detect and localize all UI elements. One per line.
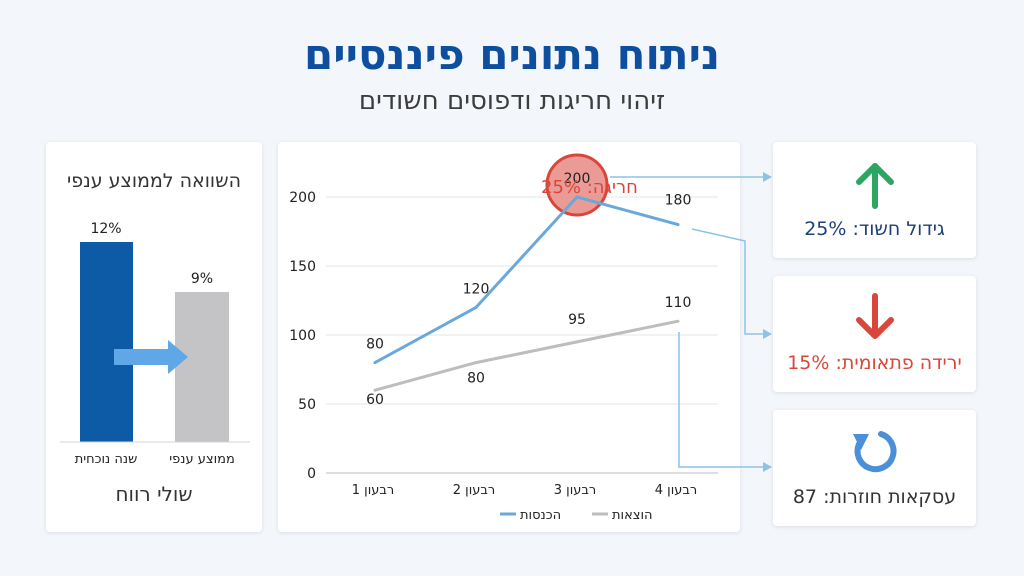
refresh-icon	[853, 431, 897, 473]
data-label: 120	[463, 281, 490, 297]
legend-label: הוצאות	[612, 508, 653, 523]
data-point	[474, 305, 478, 309]
data-label: 60	[366, 392, 384, 408]
x-tick-label: רבעון 1	[352, 483, 395, 498]
data-point	[373, 388, 377, 392]
recurring-transactions-card: עסקאות חוזרות: 87	[773, 410, 976, 526]
suspicious-growth-card: גידול חשוד: 25%	[773, 142, 976, 258]
data-point	[676, 223, 680, 227]
page-title: ניתוח נתונים פיננסיים	[304, 30, 720, 79]
drop-label: ירידה פתאומית: 15%	[787, 352, 962, 374]
y-tick-label: 50	[298, 397, 316, 413]
legend-label: הכנסות	[520, 508, 561, 523]
revenue-line	[374, 195, 679, 364]
growth-label: גידול חשוד: 25%	[804, 218, 945, 240]
x-tick-label: רבעון 3	[554, 483, 597, 498]
data-label: 110	[665, 295, 692, 311]
connector-arrowhead	[763, 329, 772, 339]
connector-arrowhead	[763, 172, 772, 182]
x-tick-label: רבעון 2	[453, 483, 496, 498]
connector-line	[678, 332, 765, 468]
comparison-footer: שולי רווח	[115, 482, 193, 506]
data-point	[575, 340, 579, 344]
bar-value-label: 12%	[90, 221, 121, 237]
comparison-arrow-icon	[114, 340, 188, 374]
data-label: 80	[467, 371, 485, 387]
y-tick-label: 0	[307, 466, 316, 482]
expenses-line	[374, 319, 679, 392]
data-point	[474, 361, 478, 365]
arrow-up-icon	[856, 163, 894, 209]
data-point	[676, 319, 680, 323]
bar-industry-average	[175, 292, 229, 442]
x-tick-label: רבעון 4	[655, 483, 698, 498]
data-label: 80	[366, 337, 384, 353]
connector-arrowhead	[763, 462, 772, 472]
line-chart-card: 0 50 100 150 200 רבעון 1 רבעון 2 רבעון 3 רבעון 4…	[278, 142, 740, 532]
bar-value-label: 9%	[191, 271, 213, 287]
y-tick-label: 100	[289, 328, 316, 344]
arrow-down-icon	[856, 293, 894, 339]
data-point	[575, 195, 579, 199]
bar-category-label: ממוצע ענפי	[169, 452, 235, 467]
data-label: 200	[564, 171, 591, 187]
industry-comparison-card: השוואה לממוצע ענפי 12% 9% שנה נוכחית ממו…	[46, 142, 262, 532]
connector-line	[691, 228, 765, 335]
comparison-bar-chart: 12% 9% שנה נוכחית ממוצע ענפי	[60, 221, 250, 467]
revenue-expenses-line-chart: 0 50 100 150 200 רבעון 1 רבעון 2 רבעון 3 רבעון 4…	[289, 153, 718, 523]
page-subtitle: זיהוי חריגות ודפוסים חשודים	[358, 86, 666, 116]
data-label: 180	[665, 193, 692, 209]
comparison-title: השוואה לממוצע ענפי	[67, 170, 241, 192]
y-tick-label: 200	[289, 190, 316, 206]
data-label: 95	[568, 312, 586, 328]
recurring-label: עסקאות חוזרות: 87	[792, 486, 957, 508]
bar-current-year	[80, 242, 133, 442]
anomaly-annotation-label: חריגה: 25%	[541, 177, 638, 198]
sudden-drop-card: ירידה פתאומית: 15%	[773, 276, 976, 392]
bar-category-label: שנה נוכחית	[75, 452, 138, 467]
data-point	[373, 361, 377, 365]
y-tick-label: 150	[289, 259, 316, 275]
